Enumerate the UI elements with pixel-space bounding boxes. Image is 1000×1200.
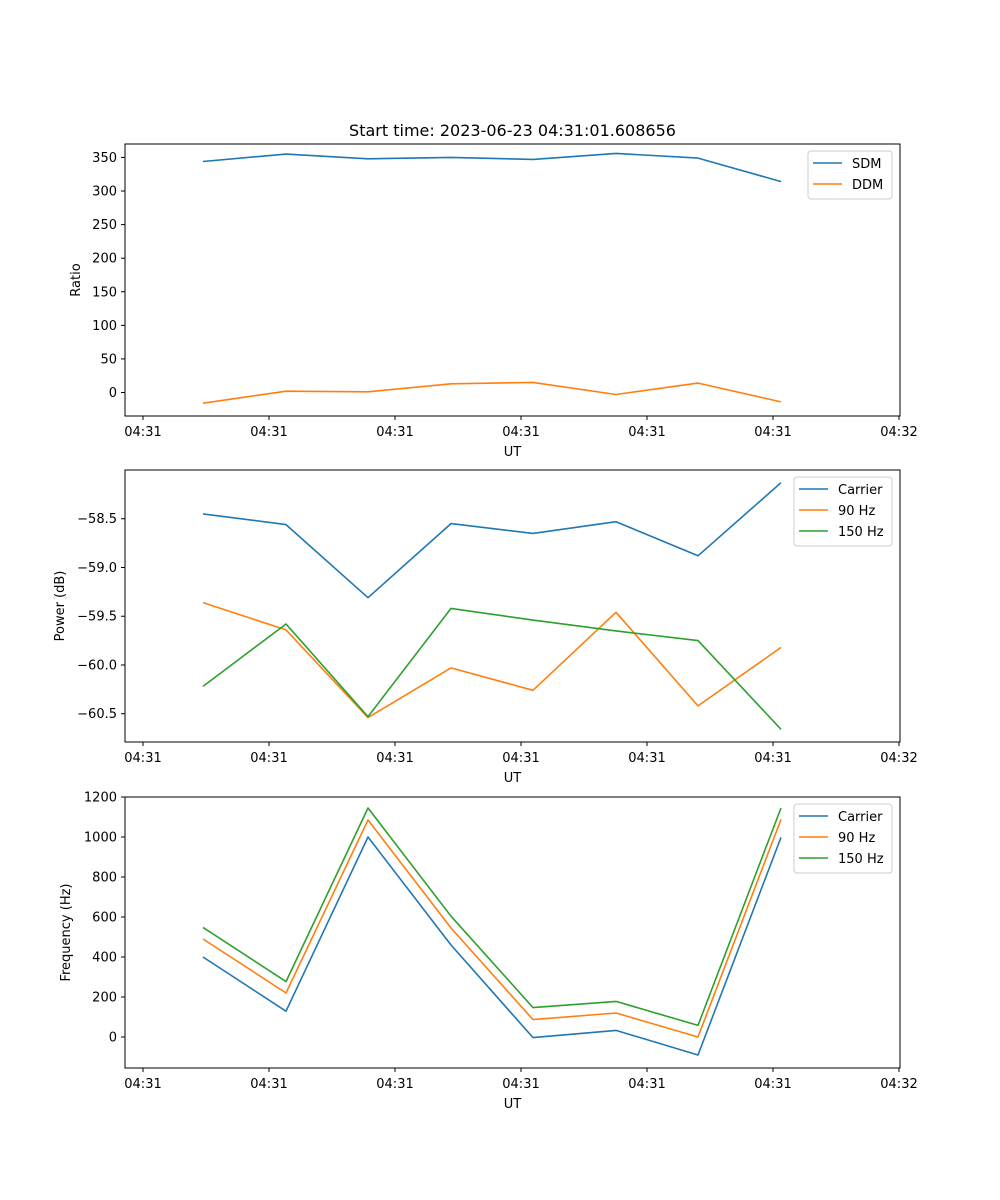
y-tick-label: 50 [100,352,117,367]
legend: Carrier 90 Hz 150 Hz [793,803,893,874]
chart-title: Start time: 2023-06-23 04:31:01.608656 [349,121,676,140]
x-tick-label: 04:31 [250,1077,287,1092]
x-tick-label: 04:31 [250,425,287,440]
x-tick-label: 04:31 [376,751,413,766]
y-tick-label: 600 [92,911,117,926]
y-tick-label: 350 [92,151,117,166]
x-tick-label: 04:31 [376,425,413,440]
x-tick-label: 04:32 [880,425,917,440]
series-line-90-hz [202,819,782,1038]
y-tick-label: 800 [92,871,117,886]
y-tick-label: −59.0 [77,561,117,576]
x-tick-label: 04:31 [754,1077,791,1092]
legend-label: Carrier [838,483,883,498]
x-tick-label: 04:31 [628,425,665,440]
chart-panel-2: 04:31 04:31 04:31 04:31 04:31 04:31 04:32 −60.5… [53,469,918,786]
y-tick-label: 250 [92,218,117,233]
plot-frame [124,796,901,1069]
x-tick-label: 04:31 [502,1077,539,1092]
legend-label: 90 Hz [838,831,875,846]
x-tick-label: 04:31 [502,425,539,440]
y-tick-label: 0 [109,386,117,401]
legend-label: Carrier [838,810,883,825]
y-tick-label: −58.5 [77,512,117,527]
y-tick-label: 100 [92,319,117,334]
x-axis-label: UT [504,1097,522,1112]
legend-label: 150 Hz [838,525,884,540]
legend-box [793,803,893,874]
x-axis-label: UT [504,445,522,460]
y-axis-label: Ratio [69,263,84,296]
series-line-150-hz [202,807,782,1027]
x-tick-label: 04:31 [754,425,791,440]
x-tick-label: 04:31 [124,1077,161,1092]
y-tick-label: −60.0 [77,658,117,673]
x-tick-label: 04:32 [880,1077,917,1092]
y-tick-label: 150 [92,285,117,300]
chart-panel-1: 04:31 04:31 04:31 04:31 04:31 04:31 04:32 0 50 10… [69,143,918,460]
plot-frame [124,469,901,743]
series-line-carrier [202,836,782,1056]
panels: 04:31 04:31 04:31 04:31 04:31 04:31 04:32 0 50 10… [53,143,918,1113]
y-tick-label: 0 [109,1031,117,1046]
plot-frame [124,143,901,417]
y-tick-label: 1200 [84,791,117,806]
y-axis-label: Power (dB) [53,571,68,642]
legend-label: DDM [852,178,883,193]
y-tick-label: 200 [92,252,117,267]
x-tick-label: 04:31 [124,751,161,766]
x-tick-label: 04:31 [250,751,287,766]
legend-label: 150 Hz [838,852,884,867]
series-line-90-hz [202,601,782,719]
series-line-carrier [202,482,782,599]
y-tick-label: −59.5 [77,610,117,625]
x-tick-label: 04:31 [124,425,161,440]
x-tick-label: 04:32 [880,751,917,766]
y-tick-label: 1000 [84,831,117,846]
series-line-150-hz [202,607,782,730]
x-tick-label: 04:31 [628,1077,665,1092]
series-line-sdm [202,152,782,183]
x-tick-label: 04:31 [376,1077,413,1092]
y-tick-label: −60.5 [77,707,117,722]
series-line-ddm [202,381,782,404]
legend-label: SDM [852,157,881,172]
y-tick-label: 200 [92,991,117,1006]
legend: SDM DDM [807,150,893,200]
x-tick-label: 04:31 [754,751,791,766]
x-tick-label: 04:31 [628,751,665,766]
x-axis-label: UT [504,771,522,786]
legend-label: 90 Hz [838,504,875,519]
x-tick-label: 04:31 [502,751,539,766]
y-tick-label: 400 [92,951,117,966]
legend-box [793,476,893,547]
y-tick-label: 300 [92,185,117,200]
y-axis-label: Frequency (Hz) [59,883,74,981]
legend: Carrier 90 Hz 150 Hz [793,476,893,547]
chart-panel-3: 04:31 04:31 04:31 04:31 04:31 04:31 04:32 0 200 4… [59,791,918,1113]
